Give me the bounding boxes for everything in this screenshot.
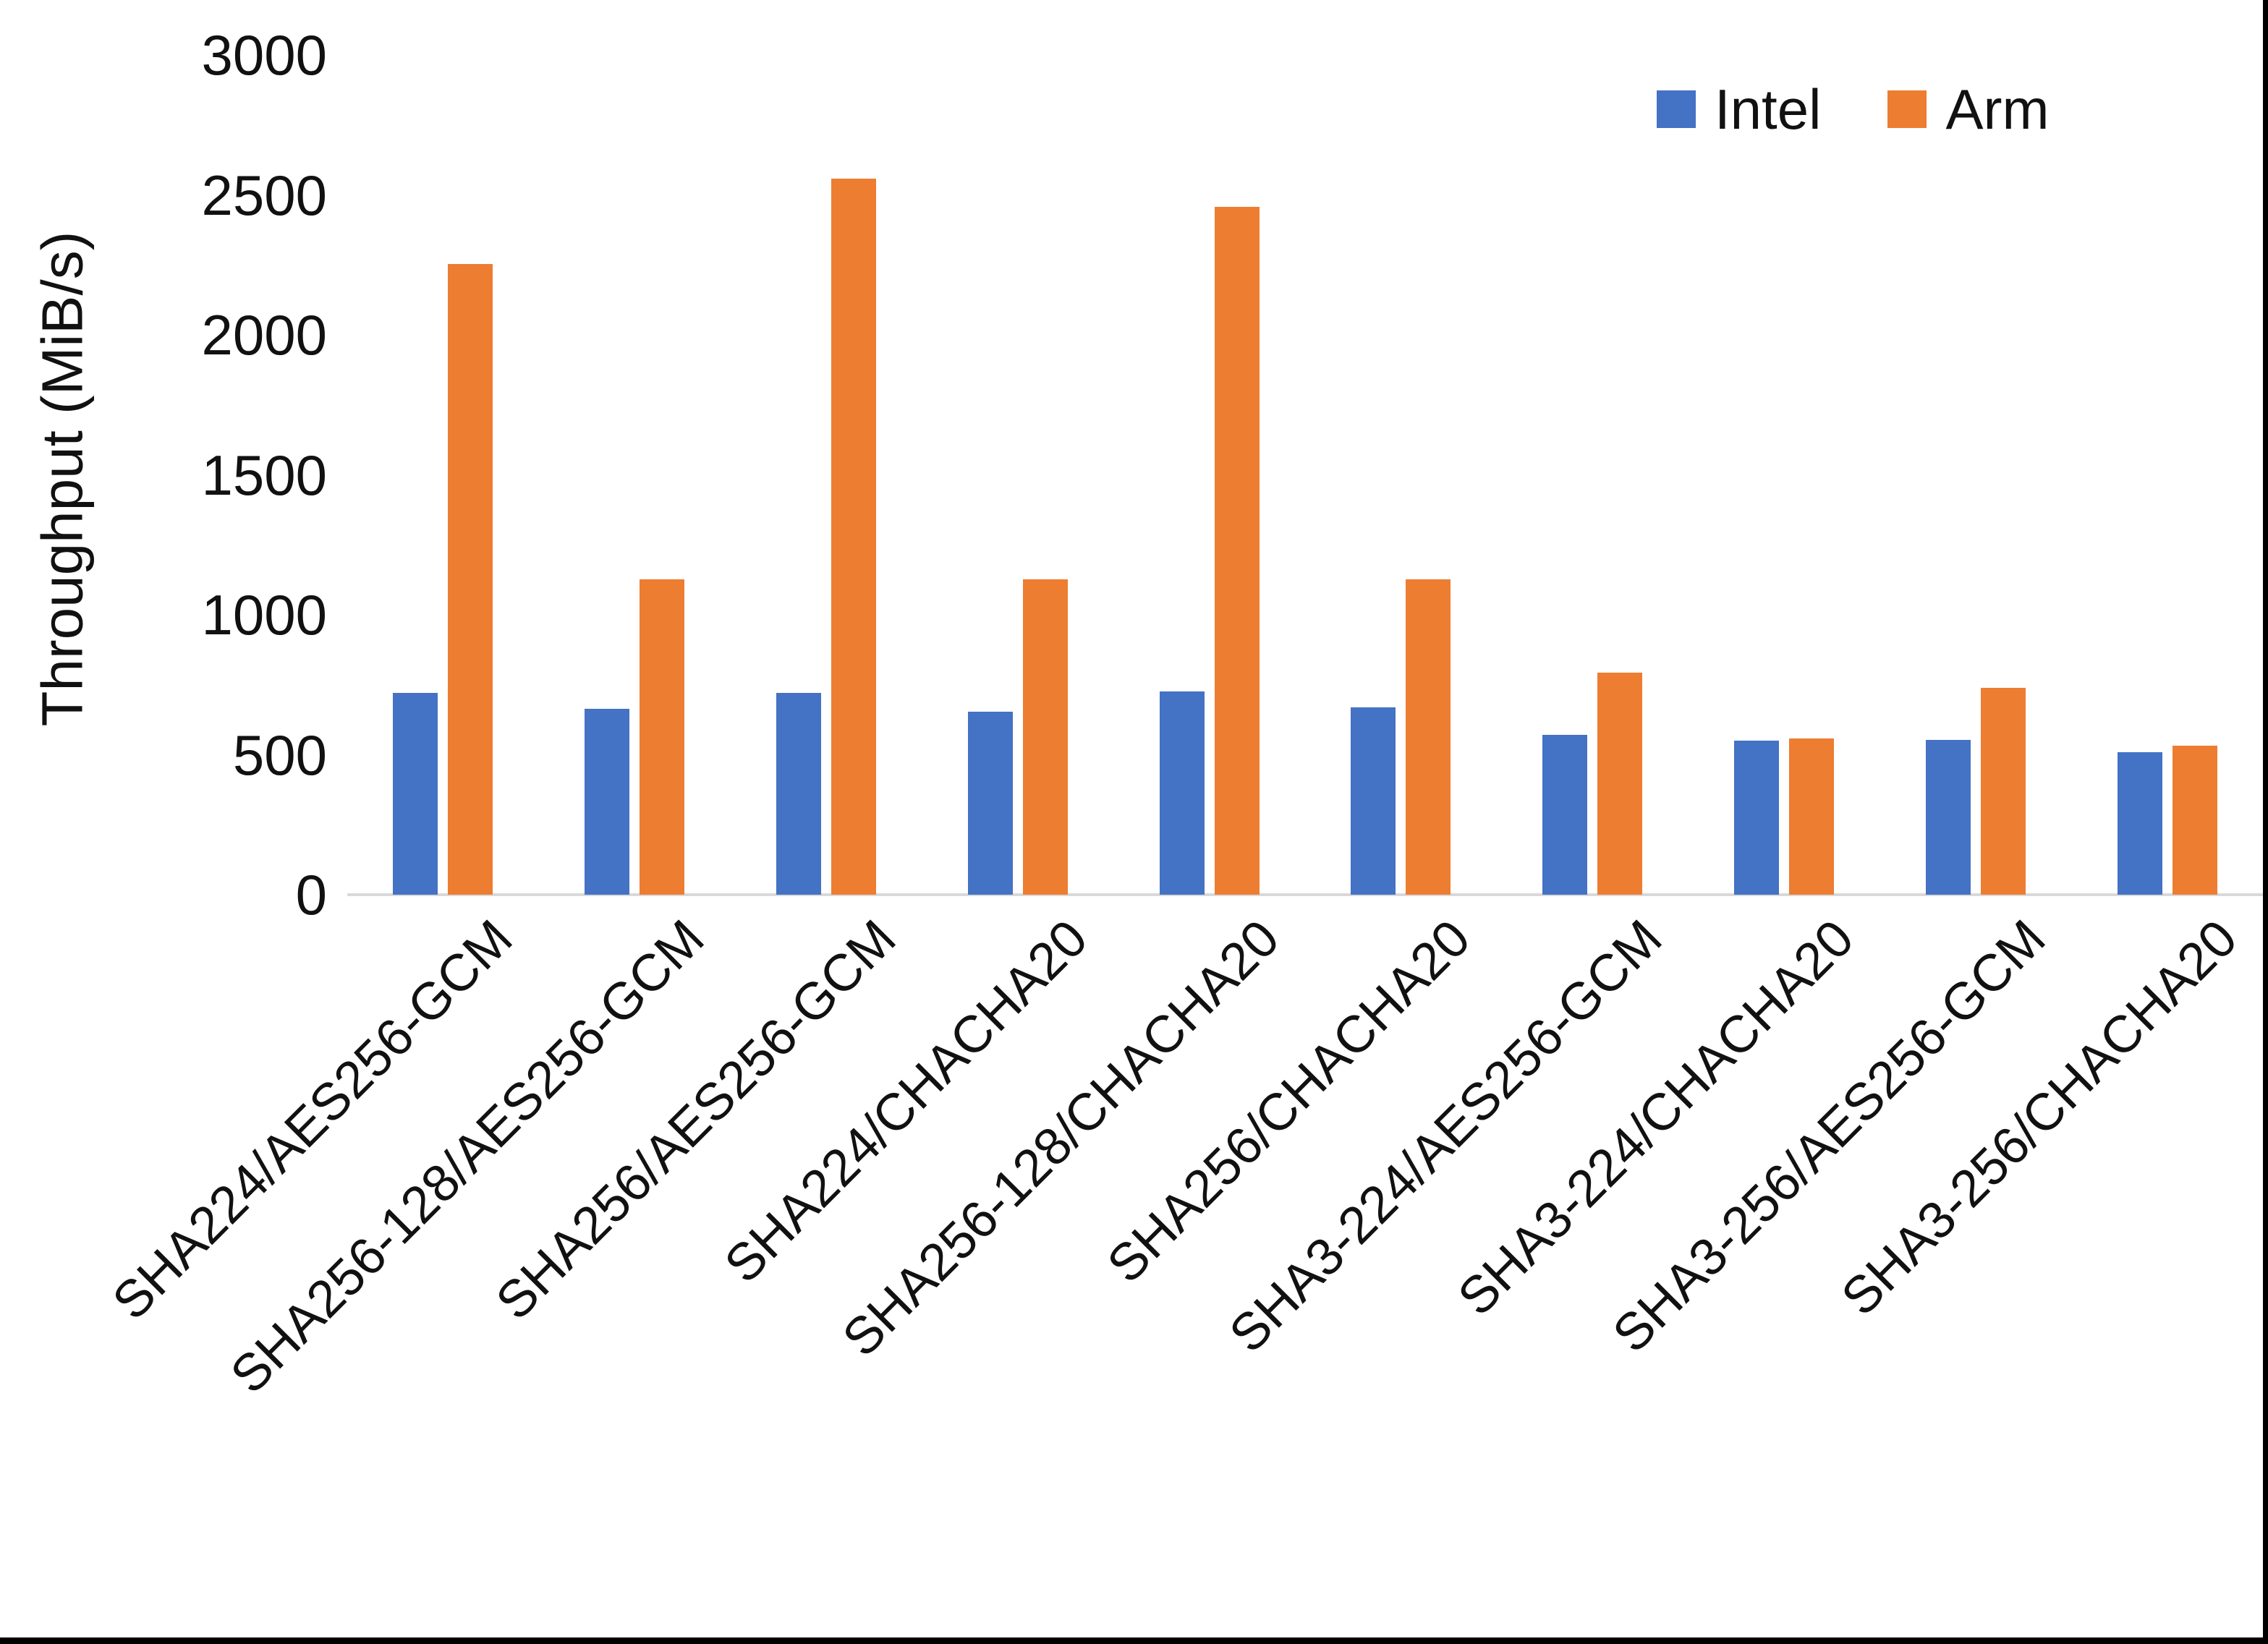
x-category-label: SHA256/CHACHA20 [1096, 909, 1482, 1294]
bar-arm-6 [1597, 673, 1642, 895]
bar-intel-0 [393, 693, 438, 895]
y-tick-label: 3000 [201, 23, 327, 87]
bar-intel-7 [1734, 741, 1779, 895]
bar-arm-4 [1215, 207, 1260, 895]
bar-intel-4 [1160, 691, 1205, 895]
y-tick-label: 2500 [201, 163, 327, 227]
x-category-label: SHA3-224/AES256-GCM [1218, 909, 1673, 1364]
x-category-label: SHA256-128/CHACHA20 [831, 909, 1291, 1368]
plot-area [347, 55, 2263, 895]
legend: Intel Arm [1657, 81, 2049, 137]
y-tick-label: 2000 [201, 303, 327, 367]
bar-intel-9 [2118, 752, 2162, 895]
legend-label: Intel [1715, 77, 1822, 141]
y-tick-label: 1500 [201, 443, 327, 507]
bar-intel-1 [585, 709, 629, 895]
bar-arm-5 [1406, 579, 1451, 895]
x-category-label: SHA3-224/CHACHA20 [1447, 909, 1865, 1327]
x-category-label: SHA3-256/AES256-GCM [1602, 909, 2057, 1364]
y-tick-label: 500 [232, 723, 327, 787]
bar-arm-3 [1023, 579, 1068, 895]
page-edge-right [2263, 0, 2268, 1644]
x-category-label: SHA256-128/AES256-GCM [219, 909, 715, 1405]
bar-arm-0 [448, 264, 493, 895]
bar-arm-2 [831, 179, 876, 895]
bar-intel-3 [968, 712, 1013, 895]
x-category-label: SHA3-256/CHACHA20 [1830, 909, 2248, 1327]
legend-swatch-arm [1887, 90, 1927, 128]
bar-intel-6 [1542, 735, 1587, 895]
x-category-label: SHA224/CHACHA20 [713, 909, 1099, 1294]
x-axis-line [347, 893, 2263, 896]
y-tick-label: 0 [295, 863, 327, 927]
bar-intel-5 [1351, 707, 1396, 895]
bar-arm-9 [2173, 746, 2217, 895]
bar-arm-7 [1789, 738, 1834, 895]
bar-arm-8 [1981, 688, 2026, 895]
bar-intel-8 [1926, 740, 1971, 895]
legend-swatch-intel [1657, 90, 1696, 128]
bar-arm-1 [640, 579, 684, 895]
bar-intel-2 [776, 693, 821, 895]
y-tick-label: 1000 [201, 583, 327, 647]
legend-item-arm: Arm [1887, 81, 2049, 137]
legend-item-intel: Intel [1657, 81, 1821, 137]
legend-label: Arm [1945, 77, 2050, 141]
page-edge-bottom [0, 1637, 2268, 1644]
x-category-label: SHA256/AES256-GCM [485, 909, 907, 1331]
